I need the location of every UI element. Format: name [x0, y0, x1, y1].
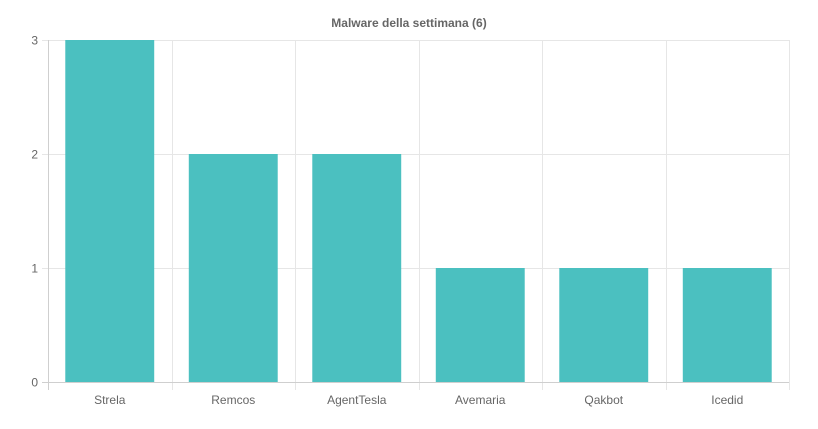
x-tick-label: Strela: [94, 393, 126, 407]
y-tick-label: 1: [31, 262, 38, 276]
x-tick-labels: Strela Remcos AgentTesla Avemaria Qakbot Iced…: [94, 393, 743, 407]
bars: [65, 40, 772, 382]
bar-qakbot: [559, 268, 649, 382]
bar-strela: [65, 40, 155, 382]
x-tick-label: AgentTesla: [327, 393, 387, 407]
grid-lines: [42, 40, 790, 390]
chart-title: Malware della settimana (6): [331, 16, 486, 30]
x-tick-label: Icedid: [711, 393, 743, 407]
y-tick-label: 2: [31, 148, 38, 162]
y-tick-labels: 0 1 2 3: [31, 34, 38, 390]
x-tick-label: Qakbot: [584, 393, 623, 407]
bar-agenttesla: [312, 154, 402, 382]
x-tick-label: Avemaria: [455, 393, 506, 407]
x-tick-label: Remcos: [211, 393, 255, 407]
bar-remcos: [188, 154, 278, 382]
y-tick-label: 0: [31, 376, 38, 390]
bar-avemaria: [435, 268, 525, 382]
y-tick-label: 3: [31, 34, 38, 48]
bar-icedid: [682, 268, 772, 382]
